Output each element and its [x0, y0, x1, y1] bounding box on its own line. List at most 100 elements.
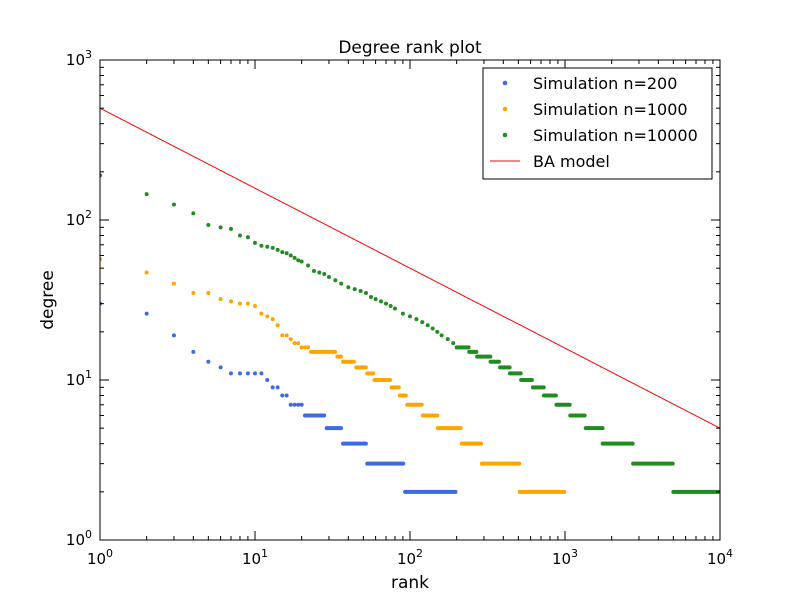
- series-1000: [100, 257, 567, 494]
- data-point: [171, 333, 176, 338]
- x-tick-label: 103: [552, 547, 578, 568]
- legend-label: BA model: [533, 152, 610, 171]
- data-point: [245, 371, 250, 376]
- data-point: [507, 365, 512, 370]
- data-point: [302, 345, 307, 350]
- data-point: [270, 317, 275, 322]
- legend-label: Simulation n=1000: [533, 100, 688, 119]
- degree-plateau: [475, 354, 493, 359]
- data-point: [496, 359, 501, 364]
- y-axis-label: degree: [38, 270, 58, 330]
- data-point: [265, 244, 270, 249]
- data-point: [296, 402, 301, 407]
- data-point: [333, 278, 338, 283]
- degree-plateau: [324, 426, 344, 431]
- data-point: [346, 285, 351, 290]
- axis-ticks: 100 101 102 103 104 100 101 102 103: [66, 48, 733, 568]
- data-point: [288, 253, 293, 258]
- data-point: [403, 393, 408, 398]
- data-point: [425, 323, 430, 328]
- legend-item: BA model: [490, 152, 610, 171]
- data-point: [284, 251, 289, 256]
- data-point: [280, 393, 285, 398]
- data-point: [237, 301, 242, 306]
- data-point: [553, 393, 558, 398]
- data-point: [288, 337, 293, 342]
- degree-plateau: [583, 426, 605, 431]
- data-point: [383, 301, 388, 306]
- data-point: [253, 304, 257, 309]
- data-point: [363, 365, 368, 370]
- data-point: [363, 441, 368, 446]
- data-point: [191, 211, 196, 216]
- data-point: [275, 385, 280, 390]
- data-point: [435, 413, 440, 418]
- data-point: [351, 359, 356, 364]
- data-point: [420, 320, 425, 325]
- data-point: [363, 290, 368, 295]
- data-point: [191, 290, 196, 295]
- data-point: [458, 426, 463, 431]
- legend-item: Simulation n=200: [502, 74, 677, 93]
- data-point: [171, 281, 176, 286]
- degree-plateau: [519, 378, 534, 382]
- data-point: [228, 299, 233, 304]
- legend-item: Simulation n=10000: [502, 126, 698, 145]
- data-point: [288, 402, 293, 407]
- data-point: [517, 461, 522, 466]
- data-point: [299, 345, 304, 350]
- degree-plateau: [498, 365, 512, 370]
- legend-marker: [502, 132, 508, 138]
- data-point: [237, 233, 242, 238]
- legend-marker: [502, 106, 508, 112]
- degree-plateau: [397, 393, 408, 398]
- data-point: [466, 345, 471, 350]
- data-point: [270, 245, 275, 250]
- data-point: [368, 295, 373, 300]
- degree-plateau: [365, 371, 376, 376]
- data-point: [218, 365, 223, 370]
- plot-area: [100, 107, 720, 494]
- data-point: [299, 402, 304, 407]
- degree-plateau: [479, 461, 522, 466]
- data-point: [259, 243, 264, 248]
- data-point: [414, 317, 419, 322]
- data-point: [191, 349, 196, 354]
- data-point: [171, 202, 176, 207]
- degree-plateau: [454, 345, 471, 350]
- degree-plateau: [507, 371, 523, 376]
- data-point: [265, 378, 270, 382]
- data-point: [373, 297, 378, 302]
- chart-title: Degree rank plot: [338, 38, 482, 58]
- legend-marker: [502, 80, 508, 86]
- data-point: [430, 326, 435, 331]
- data-point: [245, 235, 250, 240]
- data-point: [253, 240, 257, 245]
- legend-box: [482, 67, 713, 180]
- degree-plateau: [631, 461, 675, 466]
- data-point: [408, 314, 412, 319]
- data-point: [541, 385, 546, 390]
- data-point: [317, 270, 322, 275]
- data-point: [228, 371, 233, 376]
- y-tick-label: 103: [66, 48, 92, 69]
- data-point: [333, 349, 338, 354]
- degree-plateau: [435, 426, 463, 431]
- x-tick-label: 100: [87, 547, 113, 568]
- data-point: [259, 371, 264, 376]
- data-point: [206, 359, 211, 364]
- degree-plateau: [341, 359, 356, 364]
- data-point: [352, 287, 357, 292]
- degree-plateau: [302, 413, 327, 418]
- data-point: [371, 371, 376, 376]
- data-point: [529, 378, 534, 382]
- data-point: [259, 311, 264, 316]
- data-point: [280, 250, 285, 255]
- data-point: [419, 402, 424, 407]
- series-200: [100, 301, 458, 494]
- data-point: [445, 337, 450, 342]
- legend-label: Simulation n=200: [533, 74, 677, 93]
- data-point: [479, 441, 484, 446]
- data-point: [245, 301, 250, 306]
- x-tick-label: 102: [397, 547, 423, 568]
